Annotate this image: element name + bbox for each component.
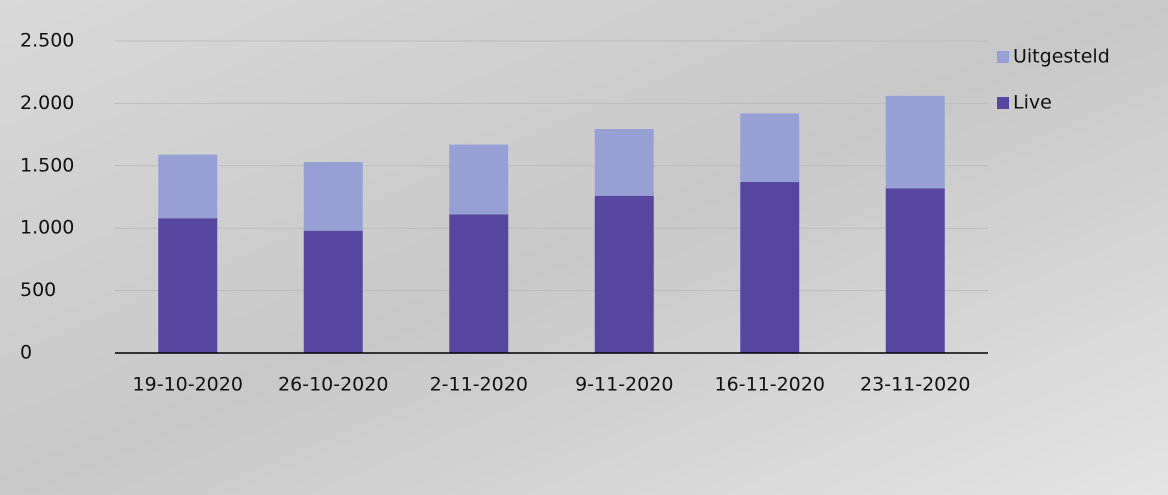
bar-segment: [740, 113, 800, 183]
y-tick-label: 500: [20, 279, 56, 301]
bar-segment: [303, 162, 363, 231]
legend-label: Uitgesteld: [1013, 46, 1110, 68]
y-tick-label: 0: [20, 342, 32, 364]
bar-segment: [594, 128, 654, 196]
bar-segment: [594, 195, 654, 353]
bar-segment: [449, 144, 509, 215]
x-tick-label: 9-11-2020: [575, 374, 673, 396]
legend-swatch: [997, 51, 1009, 63]
bar-segment: [303, 230, 363, 353]
bar-segment: [885, 95, 945, 189]
y-tick-label: 2.000: [20, 92, 74, 114]
x-tick-label: 16-11-2020: [715, 374, 825, 396]
bar-segment: [449, 214, 509, 353]
x-tick-label: 2-11-2020: [430, 374, 528, 396]
bar-segment: [158, 154, 218, 219]
bar-segment: [740, 182, 800, 353]
y-tick-label: 1.500: [20, 154, 74, 176]
bar-segment: [885, 188, 945, 353]
y-tick-label: 1.000: [20, 217, 74, 239]
x-tick-label: 19-10-2020: [133, 374, 243, 396]
x-tick-label: 23-11-2020: [860, 374, 970, 396]
x-tick-label: 26-10-2020: [278, 374, 388, 396]
bar-segment: [158, 218, 218, 353]
legend-label: Live: [1013, 92, 1052, 114]
y-tick-label: 2.500: [20, 30, 74, 52]
legend-swatch: [997, 97, 1009, 109]
